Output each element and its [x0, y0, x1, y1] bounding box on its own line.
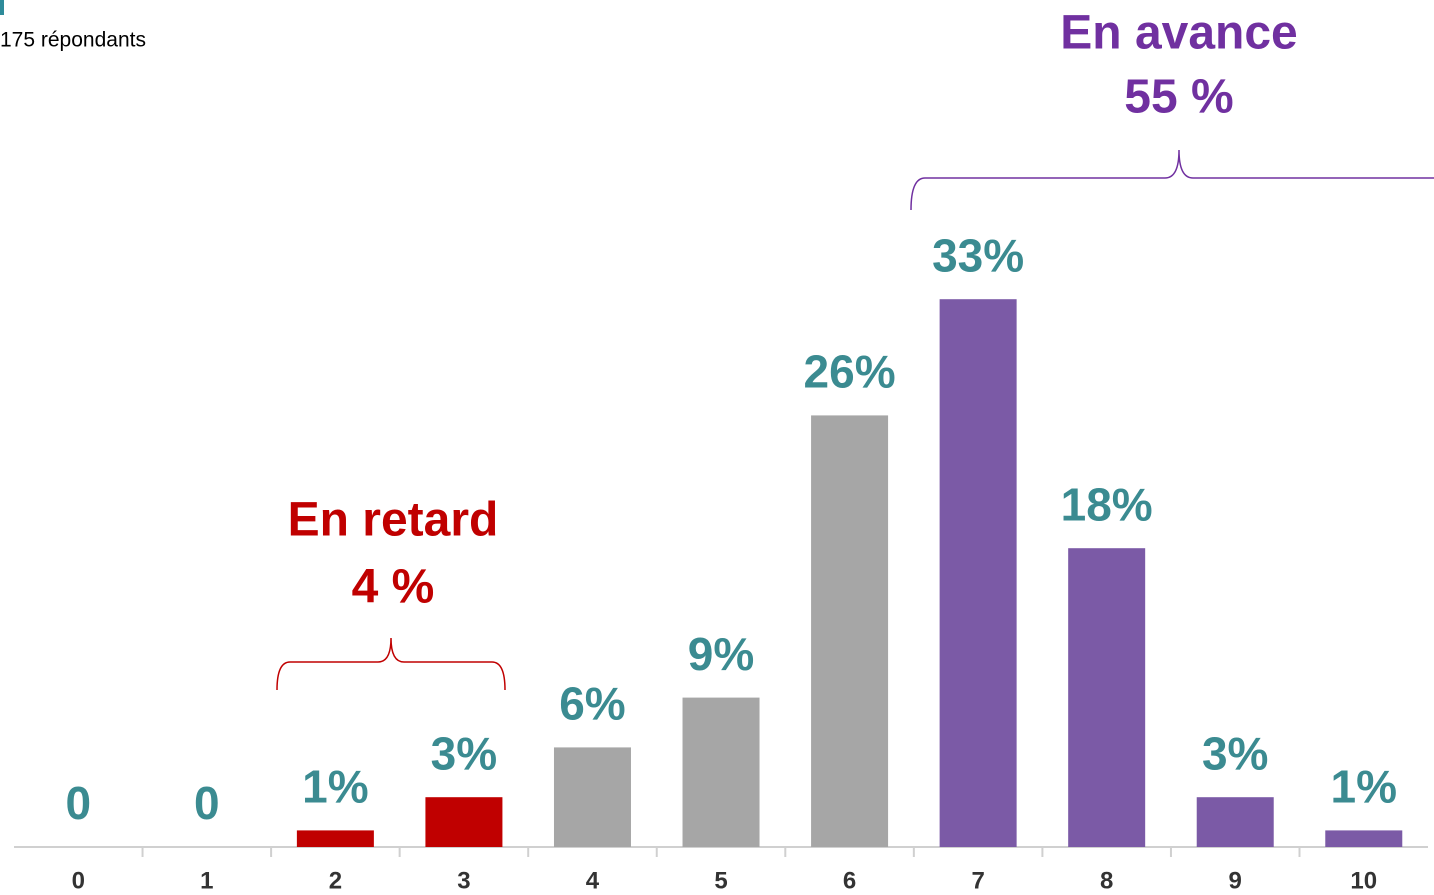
- x-tick-label: 7: [971, 867, 984, 894]
- bar: [682, 697, 760, 847]
- value-label: 9%: [688, 628, 754, 680]
- value-label: 0: [65, 777, 91, 829]
- annotation-value: 4 %: [352, 561, 435, 614]
- value-label: 1%: [1331, 761, 1397, 813]
- value-label: 0: [194, 777, 220, 829]
- corner-accent: [0, 0, 4, 15]
- bar: [553, 747, 631, 847]
- x-tick-label: 5: [714, 867, 727, 894]
- annotation-title: En retard: [288, 494, 499, 547]
- x-tick-label: 10: [1350, 867, 1377, 894]
- annotation-value: 55 %: [1124, 71, 1233, 124]
- bar: [939, 299, 1017, 847]
- bar: [296, 830, 374, 847]
- value-label: 26%: [804, 346, 896, 398]
- x-tick-label: 3: [457, 867, 470, 894]
- value-label: 3%: [1202, 727, 1268, 779]
- value-label: 6%: [559, 678, 625, 730]
- x-tick-label: 0: [72, 867, 85, 894]
- x-tick-label: 1: [200, 867, 213, 894]
- bracket-retard: [276, 637, 506, 691]
- x-tick-label: 2: [329, 867, 342, 894]
- value-label: 3%: [431, 727, 497, 779]
- bracket-avance: [910, 149, 1434, 211]
- value-label: 1%: [302, 761, 368, 813]
- bar: [1325, 830, 1403, 847]
- x-tick-label: 9: [1229, 867, 1242, 894]
- x-tick-label: 6: [843, 867, 856, 894]
- bar: [811, 415, 889, 847]
- subtitle: 175 répondants: [0, 29, 146, 52]
- annotation-title: En avance: [1060, 7, 1297, 60]
- x-tick-label: 4: [586, 867, 600, 894]
- bar: [425, 797, 503, 847]
- x-tick-label: 8: [1100, 867, 1113, 894]
- value-label: 33%: [932, 229, 1024, 281]
- bar: [1196, 797, 1274, 847]
- value-label: 18%: [1061, 478, 1153, 530]
- bar: [1068, 548, 1146, 847]
